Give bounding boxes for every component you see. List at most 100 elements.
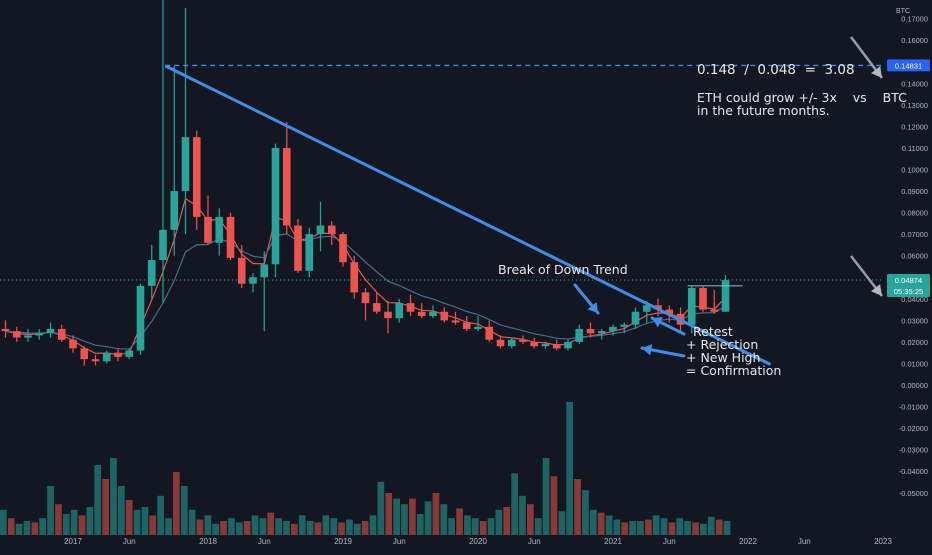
candle-body: [575, 328, 584, 342]
volume-bar: [479, 521, 487, 535]
volume-bar: [259, 518, 267, 535]
candle-body: [372, 303, 381, 312]
candle-body: [451, 320, 460, 323]
volume-bar: [251, 515, 259, 535]
volume-bar: [723, 521, 731, 535]
price-tick-label: 0.03000: [901, 316, 928, 325]
volume-bar: [660, 518, 668, 535]
volume-bar: [354, 523, 361, 535]
volume-bar: [188, 509, 196, 535]
time-axis: 2017 Jun 2018 Jun 2019 Jun 2020 Jun 2021 Jun 2022 J…: [64, 537, 892, 546]
candle-body: [192, 137, 201, 217]
volume-bar: [652, 515, 660, 535]
volume-bar: [102, 479, 109, 535]
candle-body: [429, 311, 437, 317]
price-tick-label: 0.09000: [901, 187, 928, 196]
volume-bar: [228, 518, 235, 535]
volume-bar: [149, 515, 157, 535]
volume-bar: [692, 522, 699, 535]
volume-bar: [141, 507, 149, 535]
volume-bar: [519, 495, 526, 535]
candle-body: [721, 280, 730, 312]
price-tick-label: 0.12000: [901, 122, 928, 131]
volume-bar: [39, 518, 46, 535]
candle-body: [12, 331, 21, 338]
annotation-lines: [0, 36, 884, 366]
time-tick-label: 2023: [874, 537, 892, 546]
volume-bar: [605, 515, 613, 535]
volume-bar: [125, 500, 133, 535]
volume-bar: [291, 523, 298, 535]
price-tick-label: 0.07000: [901, 230, 928, 239]
volume-bar: [629, 521, 636, 535]
price-axis: BTC0.170000.160000.150000.140000.130000.…: [884, 0, 932, 550]
time-tick-label: Jun: [798, 537, 811, 546]
time-tick-label: 2019: [334, 537, 352, 546]
confirmation-annotation: = Confirmation: [686, 363, 782, 378]
time-tick-label: 2021: [604, 537, 622, 546]
candle-body: [552, 344, 561, 349]
volume-bar: [267, 512, 275, 535]
volume-bar: [613, 519, 621, 535]
time-tick-label: Jun: [258, 537, 271, 546]
candle-body: [507, 339, 516, 347]
volume-bar: [393, 498, 400, 535]
volume-bar: [220, 521, 227, 535]
ema-slow-line: [5, 233, 726, 350]
volume-bar: [645, 519, 652, 535]
time-tick-label: Jun: [123, 537, 136, 546]
volume-bar: [621, 522, 629, 535]
volume-bar: [582, 490, 589, 535]
candle-body: [485, 326, 494, 340]
volume-bar: [471, 518, 479, 535]
countdown-label: 05:35:25: [894, 287, 924, 296]
candle-body: [395, 303, 404, 319]
price-tick-label: -0.02000: [899, 424, 928, 433]
time-tick-label: 2022: [739, 537, 757, 546]
volume-bar: [487, 518, 495, 535]
price-tick-label: 0.06000: [901, 252, 928, 261]
grey-arrow-bottom-head: [871, 284, 882, 296]
price-tick-label: 0.10000: [901, 166, 928, 175]
candle-body: [541, 344, 550, 347]
candle-body: [57, 328, 66, 340]
candle-body: [35, 333, 44, 336]
volume-bar: [542, 458, 550, 535]
volume-bar: [78, 515, 86, 535]
volume-bar: [440, 504, 448, 535]
price-tick-label: -0.01000: [899, 403, 928, 412]
volume-bar: [0, 509, 7, 535]
volume-bar: [597, 512, 605, 535]
ratio-annotation: 0.148 / 0.048 = 3.08: [697, 62, 855, 78]
price-tick-label: 0.01000: [901, 359, 928, 368]
volume-bar: [668, 522, 676, 535]
candle-body: [609, 326, 617, 332]
volume-bar: [7, 518, 15, 535]
candle-body: [586, 328, 595, 334]
volume-bar: [314, 522, 322, 535]
forecast-annotation-line1: ETH could grow +/- 3x vs BTC: [697, 90, 907, 105]
candle-body: [496, 339, 505, 347]
volume-bar: [306, 521, 314, 535]
candle-body: [597, 331, 606, 334]
volume-bar: [330, 518, 338, 535]
price-tick-label: 0.16000: [901, 36, 928, 45]
current-price-box: [887, 273, 930, 297]
volume-bar: [527, 504, 534, 535]
candle-body: [316, 225, 325, 235]
downtrend-line: [164, 64, 772, 366]
volume-bars: [0, 402, 731, 535]
break-arrow-head: [587, 302, 598, 313]
volume-bar: [637, 521, 644, 535]
candle-body: [294, 225, 302, 271]
candle-body: [417, 311, 426, 317]
volume-bar: [503, 507, 511, 535]
candle-body: [519, 339, 527, 342]
retest-annotation: Retest: [693, 324, 733, 339]
resistance-label-box: [887, 59, 930, 72]
volume-bar: [118, 486, 125, 535]
grey-arrow-top-head: [871, 66, 882, 78]
volume-bar: [275, 518, 282, 535]
